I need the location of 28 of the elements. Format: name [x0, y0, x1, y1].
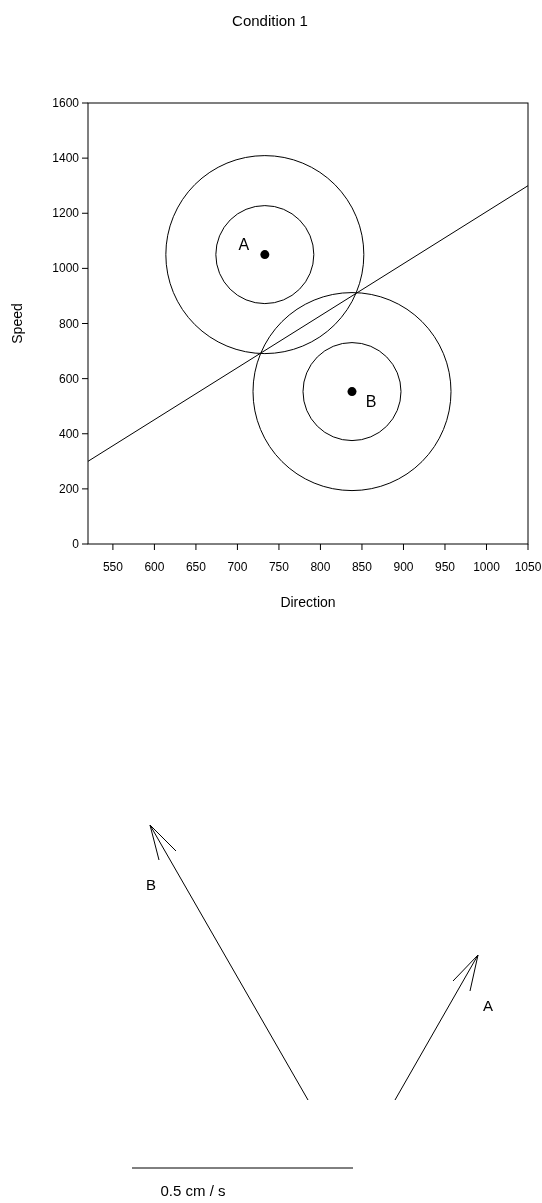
x-tick-label: 950 [434, 560, 456, 574]
y-tick-label: 0 [72, 537, 80, 551]
x-axis-title: Direction [280, 594, 336, 610]
y-tick-label: 1600 [52, 96, 80, 110]
x-tick-label: 550 [102, 560, 124, 574]
y-tick-label: 1200 [52, 206, 80, 221]
y-tick-label: 200 [58, 481, 80, 496]
y-axis-title: Speed [9, 303, 25, 344]
text: A [482, 997, 494, 1014]
y-tick-label: 600 [58, 371, 80, 386]
x-tick-label: 750 [268, 560, 290, 574]
x-tick-label: 1050 [514, 560, 542, 574]
x-tick-label: 850 [351, 560, 373, 574]
x-tick-label: 700 [227, 560, 248, 574]
y-tick-label: 800 [58, 316, 80, 331]
text: B [145, 876, 157, 893]
chart-title: Condition 1 [232, 12, 308, 29]
y-tick-label: 1000 [52, 261, 80, 276]
x-tick-label: 1000 [473, 560, 501, 574]
x-tick-label: 650 [185, 560, 207, 574]
y-tick-label: 1400 [52, 151, 80, 166]
annotation: B [365, 392, 377, 410]
x-tick-label: 900 [393, 560, 414, 574]
y-tick-label: 400 [58, 426, 80, 441]
x-tick-label: 600 [144, 560, 165, 574]
annotation: A [238, 235, 250, 253]
text: 0.5 cm / s [160, 1182, 226, 1199]
x-tick-label: 800 [310, 560, 331, 574]
